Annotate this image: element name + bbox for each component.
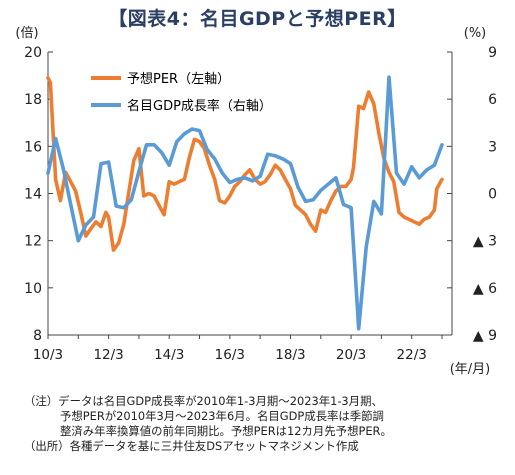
left-tick-label: 18 [24, 92, 42, 108]
chart-canvas: 8 10 12 14 16 18 20 (倍) ▲ 9 ▲ 6 ▲ 3 0 3 6 9(%) 10/3 12/3… [15, 26, 497, 377]
right-tick-label: 3 [488, 139, 497, 155]
x-tick-label: 18/3 [275, 347, 305, 363]
right-tick-label: 9 [488, 45, 497, 61]
note-line-1: （注）データは名目GDP成長率が2010年1-3月期～2023年1-3月期、 [24, 394, 383, 408]
left-tick-label: 14 [24, 187, 42, 203]
x-tick-label: 10/3 [33, 347, 63, 363]
x-tick-label: 14/3 [154, 347, 184, 363]
note-line-2: 予想PERが2010年3月～2023年6月。名目GDP成長率は季節調 [60, 409, 384, 423]
right-tick-label: ▲ 6 [473, 281, 497, 297]
legend: 予想PER（左軸） 名目GDP成長率（右軸） [91, 71, 272, 114]
left-axis-unit: (倍) [15, 26, 38, 41]
x-axis-unit: (年/月) [450, 362, 491, 377]
series-layer [46, 75, 444, 331]
series-line-gdp-growth [46, 75, 444, 331]
left-tick-label: 12 [24, 234, 42, 250]
legend-label-growth: 名目GDP成長率（右軸） [127, 98, 272, 114]
right-tick-label: 0 [488, 187, 497, 203]
right-axis-unit: (%) [464, 26, 487, 41]
note-line-4: （出所）各種データを基に三井住友DSアセットマネジメント作成 [24, 439, 359, 453]
x-tick-label: 12/3 [93, 347, 123, 363]
legend-label-per: 予想PER（左軸） [127, 71, 230, 87]
chart-title: 【図表4：名目GDPと予想PER】 [108, 8, 407, 30]
right-tick-label: ▲ 3 [473, 234, 497, 250]
x-tick-label: 22/3 [397, 347, 427, 363]
axes-layer: 8 10 12 14 16 18 20 (倍) ▲ 9 ▲ 6 ▲ 3 0 3 6 9(%) 10/3 12/3… [15, 26, 497, 377]
note-line-3: 整済み年率換算値の前年同期比。予想PERは12カ月先予想PER。 [60, 424, 392, 438]
left-tick-label: 10 [24, 281, 42, 297]
right-tick-label: 6 [488, 92, 497, 108]
left-tick-label: 20 [24, 45, 42, 61]
right-tick-label: ▲ 9 [473, 328, 497, 344]
x-tick-label: 16/3 [215, 347, 245, 363]
left-tick-label: 16 [24, 139, 42, 155]
x-tick-label: 20/3 [336, 347, 366, 363]
left-tick-label: 8 [33, 328, 42, 344]
